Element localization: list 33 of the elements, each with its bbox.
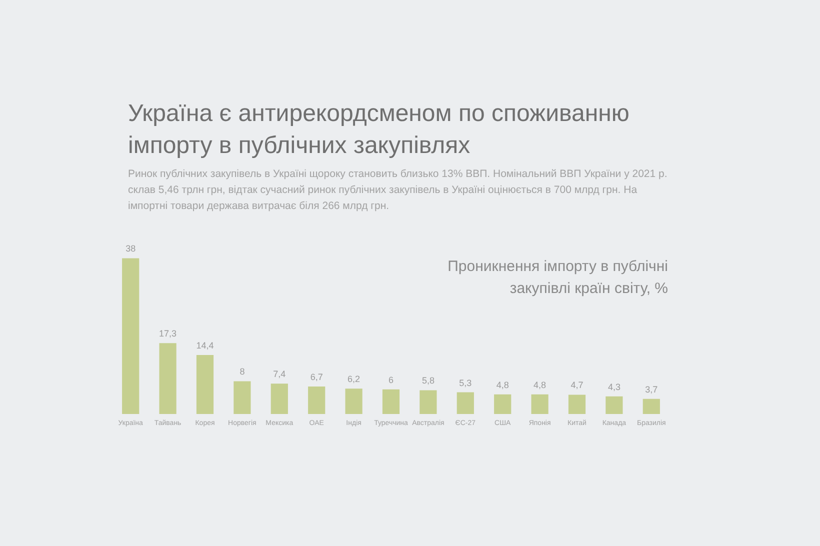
bar	[308, 386, 326, 414]
bar	[345, 388, 362, 414]
annotation: Проникнення імпорту в публічні закупівлі країн світу, %	[446, 257, 668, 299]
bar	[122, 258, 140, 414]
data-label: 4,7	[570, 380, 584, 390]
bar	[270, 384, 288, 414]
bar	[159, 343, 176, 414]
bar	[642, 398, 660, 414]
bar	[494, 394, 512, 414]
bar	[531, 394, 548, 414]
bar	[196, 354, 214, 414]
data-label: 5,8	[422, 376, 434, 386]
data-label: 38	[126, 244, 136, 254]
data-label: 5,3	[459, 378, 472, 388]
data-label: 6,7	[310, 372, 323, 382]
data-label: 17,3	[159, 328, 177, 339]
bar	[456, 392, 474, 414]
bar	[420, 390, 437, 414]
bar	[568, 394, 586, 414]
bar	[234, 381, 251, 414]
data-label: 8	[240, 366, 245, 377]
data-label: 14,4	[196, 340, 214, 350]
data-label: 7,4	[273, 369, 286, 380]
data-label: 3,7	[645, 384, 658, 394]
data-label: 6,2	[348, 374, 360, 384]
bar	[606, 396, 623, 414]
data-label: 4,3	[608, 382, 620, 392]
data-label: 6	[388, 374, 394, 385]
chart-title: Україна є антирекордсменом по споживанню імпорту в публічних закупівлях	[128, 99, 630, 161]
data-label: 4,8	[534, 380, 546, 390]
data-label: 4,8	[496, 380, 509, 390]
bar	[382, 389, 400, 414]
chart-subtitle: Ринок публічних закупівель в Україні щороку становить близько 13% ВВП. Номінальний ВВП України у 2021 р. склав 5,46 трлн грн, відтак сучасний ринок публічних закупівель в Україні оцінюється в 700 млрд грн. На імпортні товари держава витрачає біля 266 млрд грн.	[128, 167, 668, 214]
